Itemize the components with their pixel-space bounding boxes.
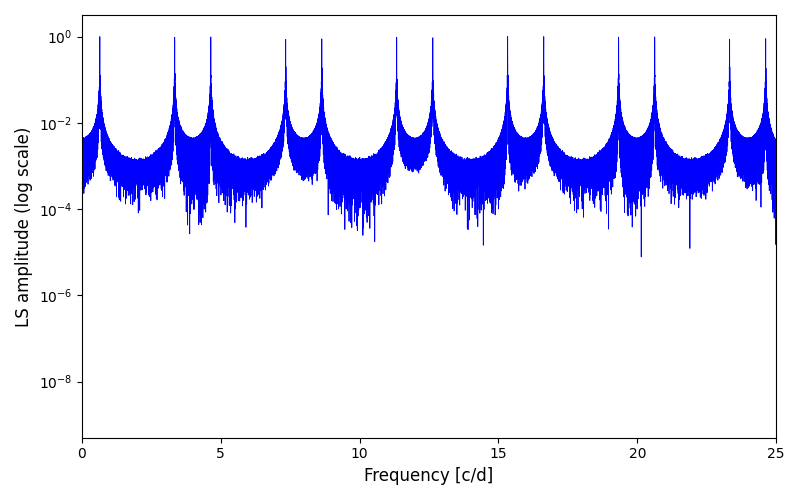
Y-axis label: LS amplitude (log scale): LS amplitude (log scale) (15, 126, 33, 326)
X-axis label: Frequency [c/d]: Frequency [c/d] (364, 467, 494, 485)
